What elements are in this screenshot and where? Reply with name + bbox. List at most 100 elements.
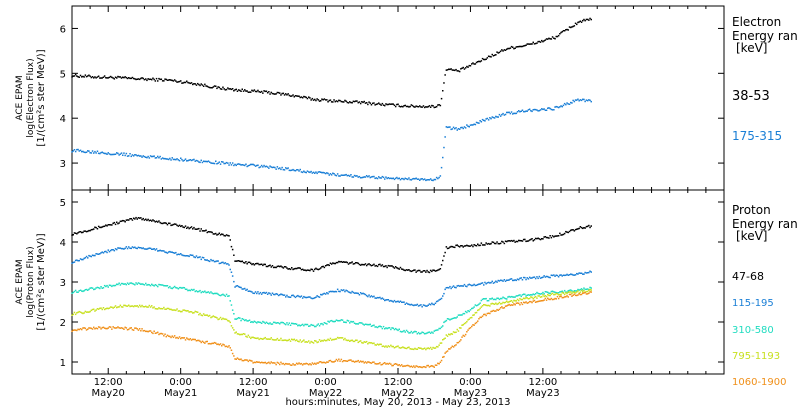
proton-series-1060-1900-point: [114, 327, 117, 329]
proton-series-115-195-point: [343, 289, 345, 291]
proton-series-115-195-point: [536, 276, 538, 278]
proton-series-795-1193-point: [486, 304, 489, 307]
electron-series-175-315-point: [509, 112, 512, 115]
proton-series-115-195-point: [189, 254, 192, 256]
electron-series-175-315-point: [292, 168, 294, 171]
proton-series-310-580-point: [556, 292, 559, 294]
proton-series-310-580-point: [414, 330, 416, 333]
proton-series-1060-1900-point: [163, 335, 165, 337]
proton-series-310-580-point: [184, 288, 187, 290]
proton-series-47-68-point: [344, 261, 346, 263]
proton-series-47-68-point: [524, 238, 526, 241]
electron-series-175-315-point: [451, 128, 454, 130]
electron-series-175-315-point: [90, 152, 93, 154]
proton-series-1060-1900-point: [349, 359, 351, 361]
electron-series-175-315-point: [534, 108, 537, 111]
proton-series-310-580-point: [285, 323, 287, 326]
proton-series-47-68-point: [259, 263, 262, 266]
electron-series-38-53-point: [496, 51, 498, 53]
proton-series-1060-1900-point: [305, 362, 307, 365]
proton-series-310-580-point: [248, 319, 251, 321]
proton-series-47-68-point: [498, 243, 501, 245]
electron-series-175-315-point: [485, 118, 487, 120]
proton-series-795-1193-point: [553, 293, 555, 296]
proton-series-310-580-point: [200, 291, 202, 294]
proton-series-47-68-point: [570, 229, 572, 232]
proton-series-1060-1900-point: [579, 293, 582, 296]
proton-series-115-195-point: [485, 283, 487, 285]
proton-series-1060-1900-point: [298, 362, 300, 364]
electron-series-38-53-point: [443, 82, 445, 84]
proton-series-310-580-point: [152, 284, 154, 286]
electron-series-38-53-point: [344, 99, 346, 102]
proton-series-47-68-point: [206, 231, 208, 234]
proton-series-115-195-point: [285, 296, 287, 298]
proton-series-310-580-point: [547, 291, 549, 294]
electron-series-175-315-point: [94, 150, 96, 153]
electron-series-38-53-point: [499, 50, 502, 52]
proton-series-115-195-point: [522, 276, 525, 279]
electron-series-38-53-point: [117, 75, 119, 78]
proton-series-310-580-point: [105, 285, 107, 288]
electron-series-175-315-point: [553, 109, 555, 111]
proton-series-115-195-point: [471, 284, 473, 287]
proton-series-47-68-point: [474, 244, 477, 247]
proton-series-47-68-point: [291, 267, 293, 269]
proton-series-795-1193-point: [317, 341, 320, 343]
electron-series-38-53-point: [234, 89, 236, 91]
electron-series-38-53-point: [81, 76, 83, 78]
proton-series-115-195-point: [435, 300, 438, 303]
proton-series-795-1193-point: [413, 348, 415, 351]
electron-series-175-315-point: [211, 162, 213, 164]
proton-series-795-1193-point: [158, 307, 160, 309]
proton-series-310-580-point: [532, 293, 534, 295]
proton-series-47-68-point: [516, 240, 519, 243]
electron-series-38-53-point: [439, 104, 442, 107]
proton-series-115-195-point: [425, 305, 427, 307]
proton-series-1060-1900-point: [268, 361, 270, 364]
proton-series-310-580-point: [507, 296, 509, 298]
proton-series-115-195-point: [584, 271, 586, 274]
proton-series-115-195-point: [398, 301, 400, 303]
proton-series-47-68-point: [416, 270, 419, 272]
proton-series-1060-1900-point: [137, 329, 140, 331]
proton-series-47-68-point: [527, 240, 530, 242]
proton-series-310-580-point: [282, 322, 285, 324]
electron-series-175-315-point: [344, 174, 346, 176]
electron-series-175-315-point: [537, 110, 539, 112]
proton-series-310-580-point: [451, 317, 454, 320]
proton-series-1060-1900-point: [501, 306, 503, 308]
proton-series-310-580-point: [431, 331, 433, 333]
electron-series-38-53-point: [512, 46, 514, 48]
proton-series-795-1193-point: [533, 296, 536, 299]
proton-series-1060-1900-point: [458, 340, 461, 343]
electron-series-38-53-point: [345, 100, 347, 102]
proton-legend-47-68: 47-68: [732, 270, 764, 283]
proton-series-1060-1900-point: [452, 346, 455, 348]
proton-series-115-195-point: [97, 253, 100, 255]
proton-series-47-68-point: [216, 234, 218, 236]
proton-series-795-1193-point: [283, 339, 286, 341]
proton-series-115-195-point: [374, 297, 376, 299]
proton-series-47-68-point: [323, 266, 326, 269]
proton-series-115-195-point: [94, 254, 96, 257]
proton-series-1060-1900-point: [78, 328, 80, 331]
proton-series-1060-1900-point: [496, 308, 498, 311]
proton-series-47-68-point: [400, 268, 403, 270]
proton-series-1060-1900-point: [414, 366, 416, 369]
proton-series-795-1193-point: [489, 305, 491, 307]
proton-series-795-1193-point: [528, 297, 531, 300]
proton-series-47-68-point: [141, 218, 143, 221]
proton-series-310-580-point: [122, 282, 124, 285]
electron-series-175-315-point: [353, 174, 356, 177]
electron-series-38-53-point: [513, 47, 515, 50]
electron-series-175-315-point: [496, 116, 498, 118]
electron-series-38-53-point: [143, 78, 146, 81]
proton-series-310-580-point: [501, 297, 503, 300]
electron-series-175-315-point: [393, 178, 396, 181]
electron-series-175-315-point: [210, 162, 212, 164]
electron-series-175-315-point: [93, 152, 95, 154]
electron-series-175-315-point: [561, 105, 563, 108]
proton-series-1060-1900-point: [375, 363, 378, 365]
proton-series-1060-1900-point: [394, 363, 397, 365]
